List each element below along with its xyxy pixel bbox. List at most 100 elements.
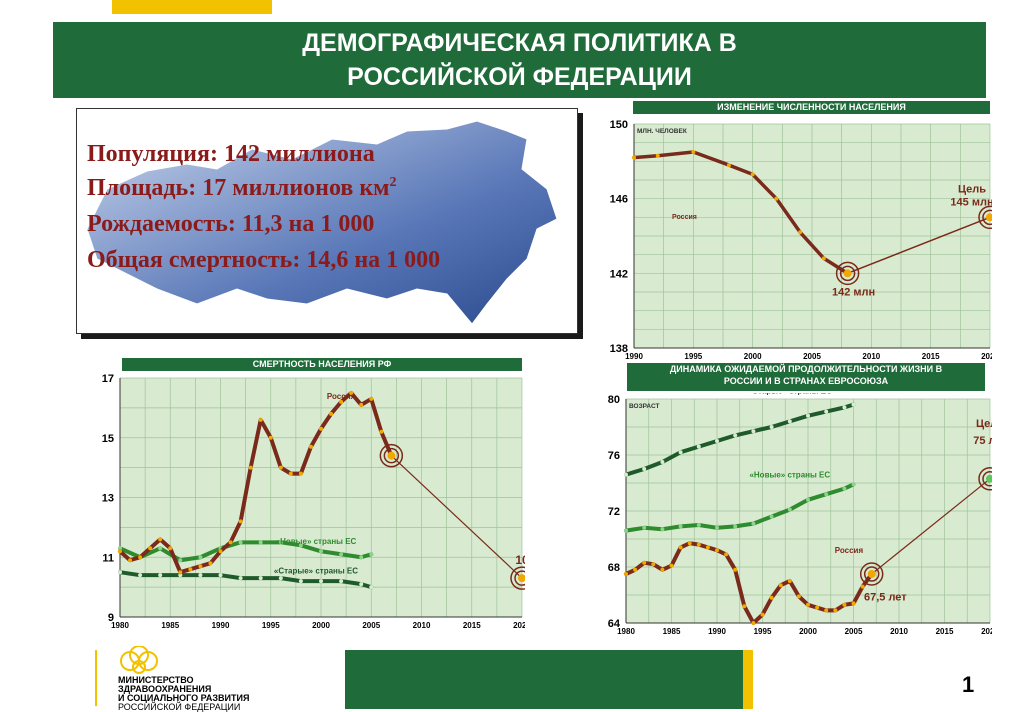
x-tick-label: 1990 <box>625 352 643 361</box>
russia-life-point <box>796 594 801 599</box>
x-tick-label: 2000 <box>744 352 762 361</box>
old-eu-life-point <box>624 472 628 477</box>
old-eu-life-point <box>851 402 856 407</box>
russia-mortality-point <box>148 546 153 551</box>
russia-population-point <box>726 163 731 168</box>
russia-life-point <box>851 601 856 606</box>
life-current-marker-center <box>867 570 876 578</box>
population-goal-marker-ring-inner <box>982 209 992 226</box>
ministry-line-2: ЗДРАВООХРАНЕНИЯ <box>118 684 212 694</box>
old-eu-mortality-point <box>339 579 344 584</box>
russia-population-point <box>821 256 826 261</box>
mortality-goal-marker-ring-outer <box>510 566 525 590</box>
russia-mortality-point <box>308 444 313 449</box>
old-eu-series-label: «Старые» страны ЕС <box>748 393 832 395</box>
stat-population: Популяция: 142 миллиона <box>87 141 375 167</box>
new-eu-mortality-point <box>198 555 203 560</box>
russia-mortality-point <box>369 396 374 401</box>
x-tick-label: 2005 <box>803 352 821 361</box>
russia-life-point <box>624 572 628 576</box>
new-eu-life-point <box>769 514 774 519</box>
russia-mortality-point <box>359 402 364 407</box>
x-tick-label: 2020 <box>981 352 992 361</box>
y-tick-label: 142 <box>610 268 628 280</box>
life-current-marker-ring-outer <box>859 562 884 586</box>
new-eu-mortality-point <box>178 558 183 563</box>
russia-mortality-point <box>198 564 203 569</box>
x-tick-label: 2000 <box>312 621 330 630</box>
x-tick-label: 1995 <box>684 352 702 361</box>
old-eu-life-point <box>824 409 829 414</box>
russia-life-point <box>687 541 692 546</box>
population-current-marker-ring-inner <box>839 265 856 282</box>
old-eu-mortality-point <box>178 573 183 578</box>
russia-series-label: Россия <box>327 392 356 401</box>
ministry-name: МИНИСТЕРСТВО ЗДРАВООХРАНЕНИЯ И СОЦИАЛЬНО… <box>118 676 249 712</box>
mortality-goal-marker-ring-inner <box>514 570 525 586</box>
population-goal-marker-ring-outer <box>978 205 992 230</box>
y-tick-label: 64 <box>608 618 621 630</box>
russia-mortality-point <box>298 471 303 476</box>
old-eu-life-point <box>769 425 774 429</box>
new-eu-life-point <box>624 528 628 533</box>
life-goal-center <box>986 474 992 483</box>
mortality-goal-marker-center <box>518 574 525 583</box>
russia-mortality-point <box>118 549 122 554</box>
russia-life-point <box>860 584 865 589</box>
russia-mortality-line <box>118 390 394 575</box>
old-eu-mortality-point <box>258 576 263 581</box>
russia-life-point <box>669 563 674 568</box>
russia-life-point <box>696 542 701 547</box>
old-eu-life-point <box>678 450 683 455</box>
russia-mortality-point <box>248 465 253 470</box>
mortality-goal-label: 10 <box>515 553 525 567</box>
russia-population-point <box>774 196 779 201</box>
x-tick-label: 2020 <box>513 621 525 630</box>
x-tick-label: 1995 <box>262 621 280 630</box>
title-banner: ДЕМОГРАФИЧЕСКАЯ ПОЛИТИКА В РОССИЙСКОЙ ФЕ… <box>53 22 986 98</box>
russia-life-point <box>806 602 810 607</box>
russia-map-panel: Популяция: 142 миллиона Площадь: 17 милл… <box>76 108 578 334</box>
old-eu-mortality-line <box>118 570 374 590</box>
x-tick-label: 1985 <box>161 621 179 630</box>
x-tick-label: 1985 <box>663 627 681 636</box>
x-tick-label: 2005 <box>362 621 380 630</box>
old-eu-life-point <box>733 433 738 438</box>
new-eu-life-point <box>824 492 829 497</box>
title-line-2: РОССИЙСКОЙ ФЕДЕРАЦИИ <box>347 63 692 91</box>
russia-mortality-point <box>288 471 293 476</box>
new-eu-life-line <box>624 482 856 533</box>
y-axis-label: МЛН. ЧЕЛОВЕК <box>637 128 687 135</box>
x-tick-label: 2015 <box>936 627 954 636</box>
y-tick-label: 68 <box>608 562 620 574</box>
old-eu-life-line <box>624 402 856 477</box>
russia-mortality-point <box>218 549 223 554</box>
x-tick-label: 2020 <box>981 627 992 636</box>
russia-life-point <box>705 545 710 550</box>
old-eu-life-point <box>751 429 756 434</box>
new-eu-life-point <box>851 482 856 487</box>
russia-mortality-point <box>168 546 173 551</box>
old-eu-mortality-point <box>369 585 374 590</box>
russia-population-point <box>750 172 755 177</box>
russia-population-point <box>691 150 696 154</box>
new-eu-life-point <box>733 524 738 529</box>
old-eu-series-label: «Старые» страны ЕС <box>274 567 358 576</box>
russia-series-label: Россия <box>835 546 864 555</box>
russia-life-point <box>633 567 638 572</box>
russia-population-point <box>798 230 803 235</box>
life-goal-label-1: Цель <box>976 418 992 430</box>
population-current-label: 142 млн <box>832 286 875 298</box>
life-current-marker-ring-inner <box>863 566 880 582</box>
y-tick-label: 11 <box>102 552 114 564</box>
population-goal-marker-center <box>986 213 992 222</box>
mortality-current-marker-ring-inner <box>383 447 400 464</box>
new-eu-mortality-point <box>258 540 263 545</box>
life-expectancy-chart-title: ДИНАМИКА ОЖИДАЕМОЙ ПРОДОЛЖИТЕЛЬНОСТИ ЖИЗ… <box>627 363 985 391</box>
russia-mortality-point <box>339 399 344 404</box>
russia-population-point <box>655 153 660 158</box>
new-eu-mortality-point <box>369 552 374 557</box>
stat-area-sup: 2 <box>389 175 397 190</box>
new-eu-mortality-point <box>238 540 243 545</box>
old-eu-mortality-point <box>238 576 243 581</box>
